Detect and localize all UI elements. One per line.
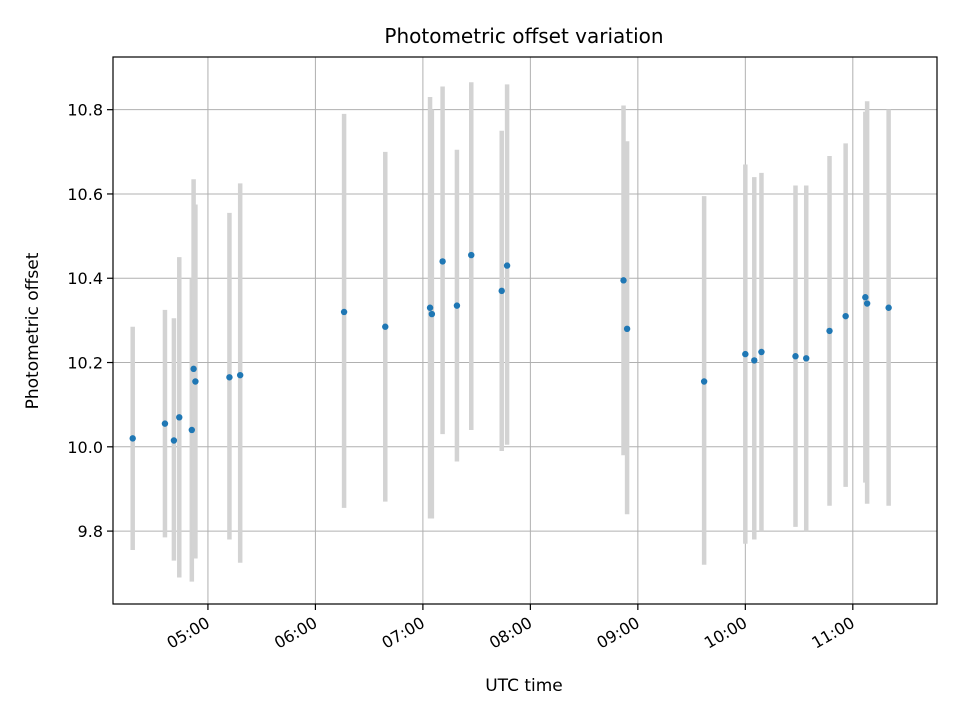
data-point: [439, 258, 446, 265]
y-tick-label: 10.2: [67, 354, 103, 373]
data-point: [885, 304, 892, 311]
data-point: [426, 304, 434, 311]
data-point: [498, 287, 505, 295]
y-tick-label: 10.0: [67, 438, 103, 457]
data-point: [340, 308, 348, 316]
plot-area-frame: [112, 56, 938, 605]
data-points: [129, 251, 892, 444]
x-axis-title: UTC time: [485, 676, 563, 696]
data-point: [176, 414, 183, 421]
y-axis-title: Photometric offset: [23, 252, 43, 409]
data-point: [503, 262, 511, 269]
data-point: [170, 437, 178, 444]
data-point: [192, 378, 199, 385]
data-point: [188, 426, 196, 434]
data-point: [742, 350, 749, 358]
data-point: [620, 277, 627, 284]
data-point: [700, 378, 708, 385]
data-point: [190, 365, 197, 373]
data-point: [453, 302, 461, 309]
data-point: [129, 435, 136, 442]
y-tick-label: 9.8: [78, 522, 103, 541]
chart-title: Photometric offset variation: [384, 24, 663, 48]
data-point: [226, 374, 233, 381]
data-point: [863, 300, 871, 307]
data-point: [236, 371, 244, 379]
data-point: [842, 312, 849, 320]
data-point: [468, 251, 475, 259]
data-point: [161, 420, 169, 427]
y-axis: 9.8 10.0 10.2 10.4 10.6 10.8: [67, 101, 113, 541]
data-point: [623, 325, 631, 333]
data-point: [803, 355, 810, 362]
y-tick-label: 10.6: [67, 185, 103, 204]
data-point: [428, 310, 436, 318]
data-point: [382, 323, 389, 330]
data-point: [792, 353, 799, 360]
y-tick-label: 10.4: [67, 269, 103, 288]
data-point: [826, 327, 833, 335]
data-point: [758, 348, 765, 356]
y-tick-label: 10.8: [67, 101, 103, 120]
data-point: [751, 357, 758, 364]
data-point: [862, 294, 869, 301]
